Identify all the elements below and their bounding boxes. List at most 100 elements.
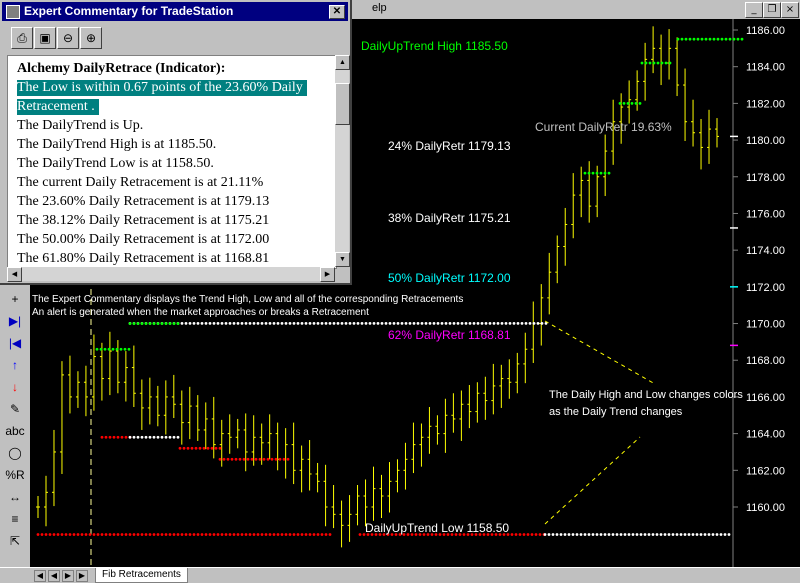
retr-62-dot [476,321,480,325]
commentary-horizontal-scrollbar[interactable]: ◀ ▶ [7,267,335,282]
trend-low-dot [292,533,296,536]
commentary-text-pane[interactable]: Alchemy DailyRetrace (Indicator): The Lo… [7,55,337,269]
prev-bar-icon[interactable]: |◀ [8,336,22,350]
downtrend-low-dot [266,457,270,461]
scroll-up-icon[interactable]: ▲ [335,55,350,70]
retr-62-dot [288,321,292,325]
price-bar [643,42,648,101]
y-tick-label: 1180.00 [746,135,785,147]
trend-low-dot [518,533,522,536]
price-bar [579,166,584,218]
uptrend-low-dot [607,533,611,536]
retr-62-dot [260,321,264,325]
trend-low-dot [144,533,148,536]
downtrend-low-dot [214,446,218,450]
price-bar [699,118,704,170]
save-button[interactable]: ▣ [34,27,56,49]
next-bar-icon[interactable]: ▶| [8,314,22,328]
trend-low-dot [490,533,494,536]
price-bar [707,109,712,164]
tab-last-icon[interactable]: ▶ [76,570,88,582]
downtrend-low-dot [202,446,206,450]
price-bar [555,235,560,284]
uptrend-high-dot [708,37,712,41]
color-note-pointer-top [544,320,656,385]
uptrend-low-dot [659,533,663,536]
price-bar [123,351,128,402]
trend-low-dot [374,533,378,536]
downtrend-low-dot [194,446,198,450]
downtrend-low-dot [190,446,194,450]
popup-close-button[interactable]: ✕ [329,5,345,19]
commentary-line: The 23.60% Daily Retracement is at 1179.… [17,194,270,209]
zoom-out-button[interactable]: ⊖ [57,27,79,49]
popup-titlebar[interactable]: Expert Commentary for TradeStation ✕ [2,2,348,21]
scroll-thumb[interactable] [335,83,350,125]
cursor-icon[interactable]: ⇱ [9,534,21,548]
retr-62-dot [344,321,348,325]
percent-r-icon[interactable]: %R [5,468,25,482]
commentary-vertical-scrollbar[interactable]: ▲ ▼ [335,55,350,267]
uptrend-low-dot [719,533,723,536]
down-arrow-icon[interactable]: ↓ [12,380,18,394]
uptrend-low-dot [571,533,575,536]
price-bar [251,415,256,466]
retr-62-dot [492,321,496,325]
trend-low-dot [140,533,144,536]
uptrend-high-dot [626,101,630,105]
trend-low-dot [168,435,172,439]
minimize-button[interactable]: _ [745,2,763,18]
price-bar [523,332,528,384]
trend-low-dot [498,533,502,536]
retr-62-dot [536,321,540,325]
price-bar [667,29,672,80]
downtrend-low-dot [178,446,182,450]
price-bar [539,284,544,346]
price-bar [235,418,240,449]
trend-low-dot [422,533,426,536]
commentary-note-line1: The Expert Commentary displays the Trend… [32,294,463,305]
pencil-icon[interactable]: ✎ [9,402,21,416]
uptrend-low-dot [563,533,567,536]
scroll-right-icon[interactable]: ▶ [320,267,335,282]
y-tick-label: 1160.00 [746,502,785,514]
close-window-button[interactable]: × [781,2,799,18]
zoom-in-button[interactable]: ⊕ [80,27,102,49]
text-icon[interactable]: abc [5,424,25,438]
tab-prev-icon[interactable]: ◀ [48,570,60,582]
uptrend-low-dot [599,533,603,536]
restore-button[interactable]: ❐ [763,2,781,18]
print-button[interactable]: ⎙ [11,27,33,49]
tab-first-icon[interactable]: ◀ [34,570,46,582]
up-arrow-icon[interactable]: ↑ [12,358,18,372]
uptrend-low-label: DailyUpTrend Low 1158.50 [365,521,509,535]
scroll-down-icon[interactable]: ▼ [335,252,350,267]
trend-low-dot [116,533,120,536]
price-bar [227,414,232,454]
retr-62-dot [392,321,396,325]
horizontal-arrow-icon[interactable]: ↔ [9,490,21,504]
chart-canvas: 1160.00 1162.00 1164.00 1166.00 1168.00 1170.… [32,19,785,567]
uptrend-high-dot [720,37,724,41]
scroll-left-icon[interactable]: ◀ [7,267,22,282]
retr-62-dot [268,321,272,325]
trend-low-dot [112,533,116,536]
trend-low-dot [108,533,112,536]
downtrend-low-dot [246,457,250,461]
cross-icon[interactable]: + [11,292,19,306]
tab-next-icon[interactable]: ▶ [62,570,74,582]
price-bar [107,331,112,396]
color-note-line2: as the Daily Trend changes [549,406,683,418]
trend-low-dot [48,533,52,536]
ellipse-icon[interactable]: ◯ [8,446,22,460]
trend-low-dot [276,533,280,536]
trend-low-dot [418,533,422,536]
retr-62-dot [340,321,344,325]
tab-fib-retracements[interactable]: Fib Retracements [95,568,188,583]
trend-low-dot [104,533,108,536]
hamburger-icon[interactable]: ≡ [11,512,19,526]
popup-title: Expert Commentary for TradeStation [24,4,234,18]
commentary-line: The current Daily Retracement is at 21.1… [17,175,264,190]
trend-low-dot [188,533,192,536]
price-bar [179,390,184,445]
